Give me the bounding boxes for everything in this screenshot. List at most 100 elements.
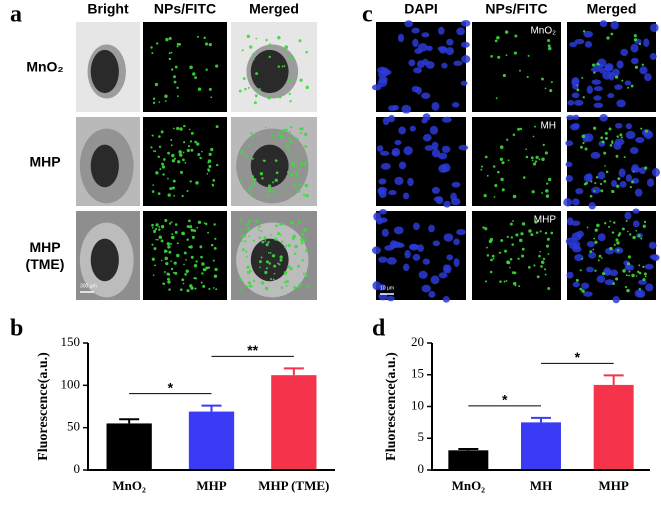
fitc-spot xyxy=(546,182,549,185)
fitc-spot xyxy=(152,101,156,104)
fitc-spot xyxy=(167,245,171,249)
fitc-spot xyxy=(161,165,166,169)
fitc-spot xyxy=(513,281,517,286)
fitc-spot xyxy=(283,273,286,276)
micrograph xyxy=(371,20,471,114)
nucleus xyxy=(391,241,402,248)
fitc-spot xyxy=(176,242,179,245)
nucleus xyxy=(416,60,425,69)
fitc-spot xyxy=(526,75,529,79)
fitc-spot xyxy=(190,131,194,135)
fitc-spot xyxy=(517,257,520,260)
fitc-spot xyxy=(173,157,177,160)
fitc-spot xyxy=(166,242,170,246)
fitc-spot xyxy=(283,281,287,284)
fitc-spot xyxy=(169,187,173,191)
nucleus xyxy=(393,226,404,235)
fitc-spot xyxy=(293,286,297,290)
fitc-spot xyxy=(295,171,299,175)
fitc-spot xyxy=(188,128,191,131)
fitc-spot xyxy=(521,222,526,226)
fitc-spot xyxy=(620,136,623,139)
nucleus xyxy=(619,180,627,188)
fitc-spot xyxy=(170,138,173,141)
fitc-spot xyxy=(182,158,185,162)
fitc-spot xyxy=(202,284,206,288)
fitc-spot xyxy=(176,45,179,48)
fitc-spot xyxy=(519,238,523,243)
fitc-spot xyxy=(167,193,171,197)
fitc-spot xyxy=(544,87,547,90)
significance-label: * xyxy=(575,349,581,365)
nucleus xyxy=(441,116,452,123)
nucleus xyxy=(624,211,632,220)
fitc-spot xyxy=(238,277,242,281)
fitc-spot xyxy=(172,271,175,274)
fitc-spot xyxy=(267,241,270,244)
nucleus xyxy=(629,147,639,155)
fitc-spot xyxy=(304,132,308,136)
fitc-spot xyxy=(584,147,588,151)
axes xyxy=(87,343,335,471)
fitc-spot xyxy=(500,239,504,242)
fitc-spot xyxy=(305,249,309,253)
nucleus xyxy=(572,246,582,253)
nucleus xyxy=(372,246,382,255)
fitc-spot xyxy=(181,278,185,282)
fitc-spot xyxy=(530,156,534,160)
fitc-spot xyxy=(164,100,167,103)
fitc-spot xyxy=(248,144,251,148)
fitc-spot xyxy=(504,30,509,34)
fitc-spot xyxy=(288,92,291,96)
nucleus xyxy=(397,33,405,43)
fitc-spot xyxy=(177,160,181,164)
fitc-spot xyxy=(606,36,610,40)
bar xyxy=(188,411,235,470)
micrograph xyxy=(76,211,140,300)
nucleus xyxy=(590,151,601,159)
nucleus xyxy=(378,256,388,263)
fitc-spot xyxy=(271,137,273,140)
fitc-spot xyxy=(283,65,286,67)
fitc-spot xyxy=(183,141,186,144)
fitc-spot xyxy=(582,30,586,33)
fitc-spot xyxy=(592,63,596,67)
fitc-spot xyxy=(499,145,504,149)
nucleus xyxy=(443,233,454,242)
fitc-spot xyxy=(616,241,620,245)
fitc-spot xyxy=(196,226,199,229)
fitc-spot xyxy=(165,37,169,42)
fitc-spot xyxy=(286,280,289,283)
y-tick-label: 150 xyxy=(61,334,81,349)
fitc-spot xyxy=(163,270,166,273)
fitc-spot xyxy=(243,234,246,238)
fitc-spot xyxy=(304,145,308,149)
fitc-spot xyxy=(284,45,288,49)
nucleus xyxy=(439,46,447,54)
fitc-spot xyxy=(542,143,545,147)
fitc-spot xyxy=(626,262,631,266)
nucleus xyxy=(378,217,388,223)
fitc-spot xyxy=(176,253,180,258)
fitc-spot xyxy=(275,191,279,195)
bar xyxy=(448,450,489,470)
fitc-spot xyxy=(615,154,619,158)
fitc-spot xyxy=(289,266,293,271)
fitc-spot xyxy=(154,227,158,231)
nucleus xyxy=(588,201,596,210)
fitc-spot xyxy=(210,243,214,247)
nucleus xyxy=(402,192,410,200)
y-tick-label: 15 xyxy=(411,366,424,381)
micrograph xyxy=(231,117,317,206)
nucleus xyxy=(574,254,584,262)
fitc-spot xyxy=(602,272,606,276)
fitc-spot xyxy=(196,35,199,38)
fitc-spot xyxy=(279,255,283,259)
fitc-spot xyxy=(299,78,303,82)
fitc-spot xyxy=(643,272,647,276)
nucleus xyxy=(639,167,646,175)
nucleus xyxy=(570,123,580,131)
fitc-spot xyxy=(274,159,278,162)
x-tick-label: MnO₂ xyxy=(112,478,146,493)
fitc-spot xyxy=(503,280,506,283)
